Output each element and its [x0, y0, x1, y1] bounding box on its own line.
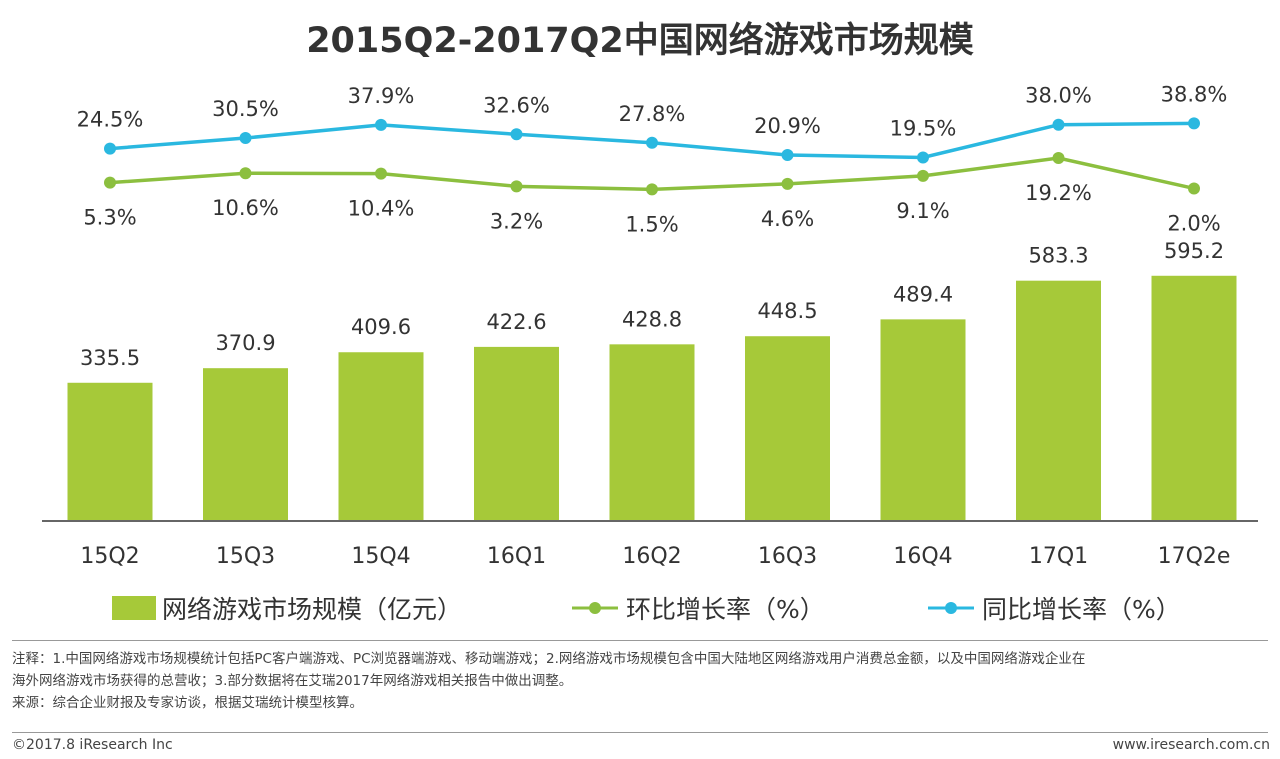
qoq-label-16Q1: 3.2% [490, 209, 543, 233]
yoy-point-16Q1 [510, 128, 523, 141]
x-tick-15Q2: 15Q2 [80, 544, 139, 569]
bar-value-label-16Q4: 489.4 [893, 282, 953, 306]
yoy-point-15Q4 [375, 118, 387, 131]
legend-item-qoq: 环比增长率（%） [572, 588, 825, 628]
bar-16Q4 [880, 319, 966, 521]
notes-divider-top [12, 640, 1268, 641]
yoy-point-16Q4 [917, 151, 929, 164]
qoq-point-16Q3 [781, 177, 794, 190]
qoq-point-16Q2 [646, 183, 658, 196]
qoq-label-17Q2e: 2.0% [1167, 211, 1220, 235]
qoq-point-16Q1 [510, 180, 523, 193]
qoq-label-15Q3: 10.6% [212, 196, 279, 220]
yoy-label-17Q2e: 38.8% [1161, 82, 1228, 106]
qoq-label-15Q4: 10.4% [348, 197, 415, 221]
x-tick-17Q1: 17Q1 [1029, 544, 1088, 569]
chart-title: 2015Q2-2017Q2中国网络游戏市场规模 [306, 21, 974, 61]
yoy-label-15Q3: 30.5% [212, 97, 279, 121]
data-labels-layer: 335.5 370.9 409.6 422.6 428.8 448.5 489.4 583.3… [77, 82, 1228, 369]
legend-bar-swatch [112, 596, 156, 620]
legend-item-yoy: 同比增长率（%） [928, 588, 1181, 628]
yoy-label-15Q4: 37.9% [348, 84, 415, 108]
bar-value-label-16Q3: 448.5 [757, 299, 817, 323]
x-tick-16Q1: 16Q1 [487, 544, 546, 569]
copyright-text: ©2017.8 iResearch Inc [12, 737, 173, 753]
bar-15Q4 [338, 352, 424, 521]
yoy-point-17Q2e [1188, 117, 1200, 130]
x-tick-16Q2: 16Q2 [622, 544, 681, 569]
bar-16Q3 [745, 336, 830, 521]
yoy-point-17Q1 [1052, 118, 1065, 131]
bar-17Q1 [1016, 280, 1101, 521]
qoq-point-15Q4 [375, 167, 387, 180]
qoq-label-15Q2: 5.3% [83, 206, 136, 230]
yoy-label-16Q4: 19.5% [890, 116, 957, 140]
bar-15Q3 [203, 368, 288, 521]
bars-layer [67, 275, 1237, 521]
bar-value-label-17Q2e: 595.2 [1164, 239, 1224, 263]
qoq-point-17Q2e [1188, 182, 1200, 195]
legend-label-market-size: 网络游戏市场规模（亿元） [162, 595, 463, 624]
yoy-point-15Q2 [104, 142, 116, 155]
legend-qoq-swatch [572, 602, 618, 614]
bar-value-label-15Q3: 370.9 [215, 331, 275, 355]
legend-yoy-swatch [928, 602, 974, 614]
qoq-point-15Q2 [104, 176, 116, 189]
note-line-2: 海外网络游戏市场获得的总营收；3.部分数据将在艾瑞2017年网络游戏相关报告中做… [12, 673, 573, 689]
bar-value-label-15Q2: 335.5 [80, 346, 140, 370]
x-tick-labels: 15Q2 15Q3 15Q4 16Q1 16Q2 16Q3 16Q4 17Q1 17Q2e [80, 544, 1230, 569]
qoq-point-15Q3 [239, 167, 252, 180]
bar-value-label-17Q1: 583.3 [1028, 244, 1088, 268]
bar-value-label-16Q2: 428.8 [622, 307, 682, 331]
legend-item-market-size: 网络游戏市场规模（亿元） [112, 588, 462, 628]
notes-block: 注释：1.中国网络游戏市场规模统计包括PC客户端游戏、PC浏览器端游戏、移动端游… [12, 648, 1274, 714]
chart-canvas: 15Q2 15Q3 15Q4 16Q1 16Q2 16Q3 16Q4 17Q1 17Q2e 33… [42, 82, 1258, 569]
x-tick-16Q4: 16Q4 [893, 544, 952, 569]
legend-label-yoy: 同比增长率（%） [982, 595, 1181, 624]
website-text: www.iresearch.com.cn [1112, 737, 1270, 753]
qoq-point-16Q4 [917, 169, 929, 182]
x-tick-15Q3: 15Q3 [216, 544, 275, 569]
qoq-label-16Q2: 1.5% [625, 212, 678, 236]
source-line: 来源：综合企业财报及专家访谈，根据艾瑞统计模型核算。 [12, 695, 363, 711]
bar-15Q2 [67, 382, 153, 521]
bar-value-label-15Q4: 409.6 [351, 315, 411, 339]
yoy-label-16Q3: 20.9% [754, 114, 821, 138]
yoy-point-16Q3 [781, 149, 794, 162]
note-line-1: 注释：1.中国网络游戏市场规模统计包括PC客户端游戏、PC浏览器端游戏、移动端游… [12, 651, 1086, 667]
bar-17Q2e [1151, 275, 1237, 521]
yoy-point-15Q3 [239, 132, 252, 145]
yoy-label-15Q2: 24.5% [77, 108, 144, 132]
footer-divider [12, 732, 1268, 733]
x-tick-17Q2e: 17Q2e [1158, 544, 1231, 569]
yoy-label-17Q1: 38.0% [1025, 84, 1092, 108]
qoq-label-16Q3: 4.6% [761, 207, 814, 231]
qoq-label-17Q1: 19.2% [1025, 181, 1092, 205]
bar-value-label-16Q1: 422.6 [486, 310, 546, 334]
x-tick-16Q3: 16Q3 [758, 544, 817, 569]
legend-label-qoq: 环比增长率（%） [626, 595, 825, 624]
x-tick-15Q4: 15Q4 [351, 544, 410, 569]
yoy-label-16Q2: 27.8% [619, 102, 686, 126]
bar-16Q1 [474, 346, 559, 521]
bar-16Q2 [609, 344, 695, 521]
yoy-label-16Q1: 32.6% [483, 93, 550, 117]
qoq-point-17Q1 [1052, 152, 1065, 165]
qoq-label-16Q4: 9.1% [896, 199, 949, 223]
lines-layer [104, 117, 1200, 196]
yoy-point-16Q2 [646, 136, 658, 149]
